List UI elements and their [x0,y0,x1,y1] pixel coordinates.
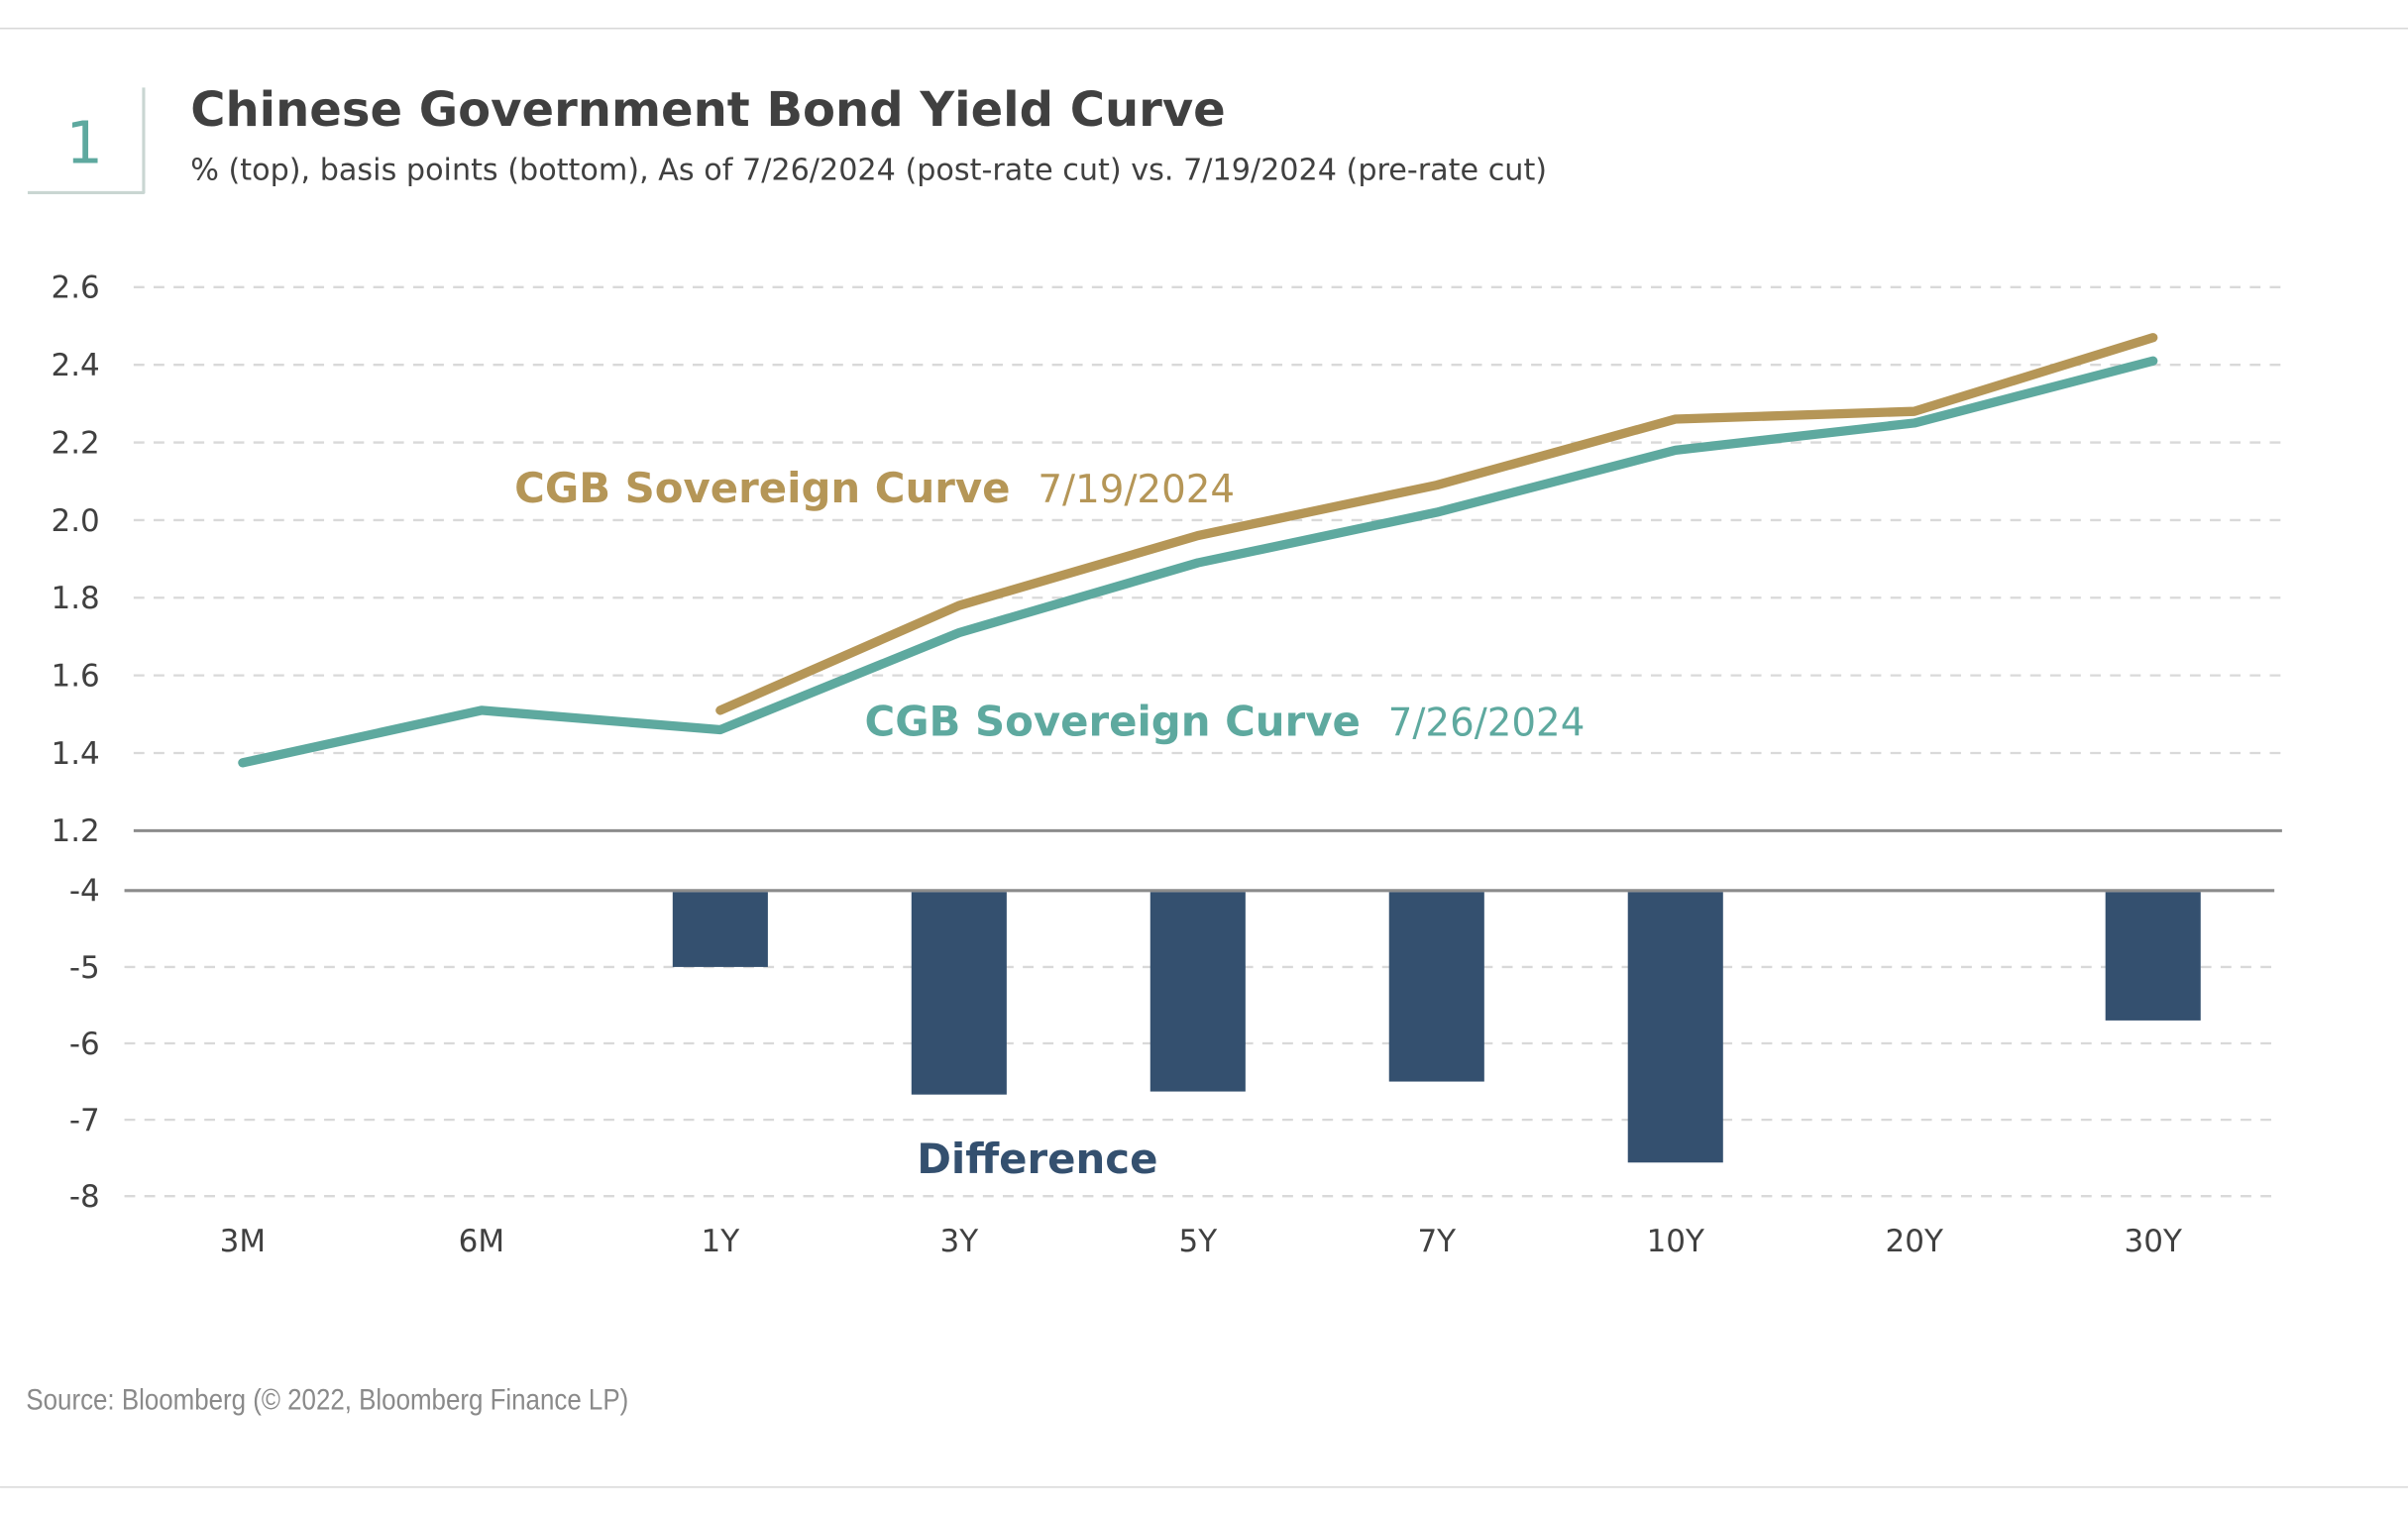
y-tick-label: 2.6 [51,270,99,306]
x-tick-label: 10Y [1647,1224,1704,1259]
y-tick-label: 1.8 [51,581,99,616]
x-tick-label: 5Y [1178,1224,1217,1259]
label-difference: Difference [917,1135,1157,1183]
difference-gridlines: -4 -5 -6 -7 -8 [69,874,2275,1215]
x-tick-label: 6M [459,1224,504,1259]
x-tick-label: 3M [220,1224,266,1259]
x-tick-label: 1Y [702,1224,740,1259]
y-tick-label: 2.4 [51,348,99,383]
difference-bars [672,892,2201,1163]
y-tick-label: -7 [69,1103,100,1138]
source-note: Source: Bloomberg (© 2022, Bloomberg Fin… [26,1383,628,1416]
difference-bar-3Y [911,892,1007,1095]
label-post-series: CGB Sovereign Curve 7/26/2024 [865,697,1586,745]
difference-bar-5Y [1149,892,1246,1092]
yield-line-pre [715,333,2158,715]
x-tick-label: 20Y [1886,1224,1943,1259]
y-tick-label: -4 [69,874,100,910]
difference-bar-30Y [2105,892,2201,1021]
y-tick-label: -5 [69,950,100,986]
y-tick-label: -6 [69,1027,100,1062]
difference-bar-1Y [672,892,768,967]
difference-bar-7Y [1388,892,1484,1082]
x-axis-ticks: 3M 6M 1Y 3Y 5Y 7Y 10Y 20Y 30Y [220,1224,2182,1259]
y-tick-label: 1.6 [51,658,99,694]
chart-title: Chinese Government Bond Yield Curve [190,82,1226,138]
yield-gridlines: 2.6 2.4 2.2 2.0 1.8 1.6 1.4 1.2 [51,270,2282,849]
label-pre-series: CGB Sovereign Curve 7/19/2024 [514,464,1235,512]
difference-bar-10Y [1627,892,1723,1163]
figure-number-badge: 1 [27,87,146,195]
y-tick-label: 1.2 [51,813,99,849]
chart-subtitle: % (top), basis points (bottom), As of 7/… [190,153,1547,187]
y-tick-label: -8 [69,1179,100,1215]
figure-number: 1 [66,108,103,176]
yield-lines [238,333,2158,768]
y-tick-label: 2.2 [51,425,99,461]
x-tick-label: 30Y [2125,1224,2182,1259]
x-tick-label: 3Y [940,1224,979,1259]
x-tick-label: 7Y [1417,1224,1456,1259]
y-tick-label: 2.0 [51,503,99,539]
y-tick-label: 1.4 [51,736,99,772]
